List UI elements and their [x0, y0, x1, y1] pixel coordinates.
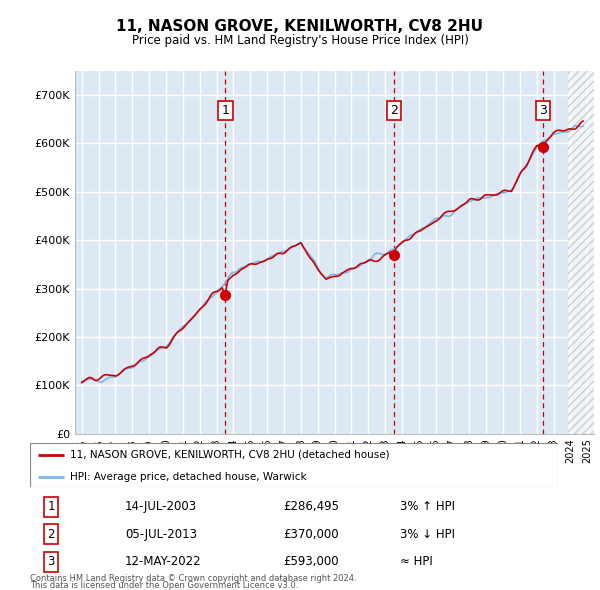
Text: HPI: Average price, detached house, Warwick: HPI: Average price, detached house, Warw… [70, 472, 306, 482]
Text: 3% ↑ HPI: 3% ↑ HPI [400, 500, 455, 513]
Text: This data is licensed under the Open Government Licence v3.0.: This data is licensed under the Open Gov… [30, 581, 298, 589]
Text: 12-MAY-2022: 12-MAY-2022 [125, 555, 202, 568]
Text: 14-JUL-2003: 14-JUL-2003 [125, 500, 197, 513]
Text: 3% ↓ HPI: 3% ↓ HPI [400, 527, 455, 540]
Text: Price paid vs. HM Land Registry's House Price Index (HPI): Price paid vs. HM Land Registry's House … [131, 34, 469, 47]
Text: 3: 3 [47, 555, 55, 568]
Text: 1: 1 [47, 500, 55, 513]
Text: 11, NASON GROVE, KENILWORTH, CV8 2HU (detached house): 11, NASON GROVE, KENILWORTH, CV8 2HU (de… [70, 450, 389, 460]
Text: 3: 3 [539, 104, 547, 117]
Text: ≈ HPI: ≈ HPI [400, 555, 433, 568]
Text: £286,495: £286,495 [283, 500, 340, 513]
Text: 2: 2 [390, 104, 398, 117]
Text: £370,000: £370,000 [283, 527, 339, 540]
Bar [568, 71, 594, 434]
Text: 11, NASON GROVE, KENILWORTH, CV8 2HU: 11, NASON GROVE, KENILWORTH, CV8 2HU [116, 19, 484, 34]
FancyBboxPatch shape [30, 442, 558, 487]
Text: £593,000: £593,000 [283, 555, 339, 568]
Text: 1: 1 [221, 104, 229, 117]
Text: 2: 2 [47, 527, 55, 540]
Text: 05-JUL-2013: 05-JUL-2013 [125, 527, 197, 540]
Text: Contains HM Land Registry data © Crown copyright and database right 2024.: Contains HM Land Registry data © Crown c… [30, 573, 356, 582]
